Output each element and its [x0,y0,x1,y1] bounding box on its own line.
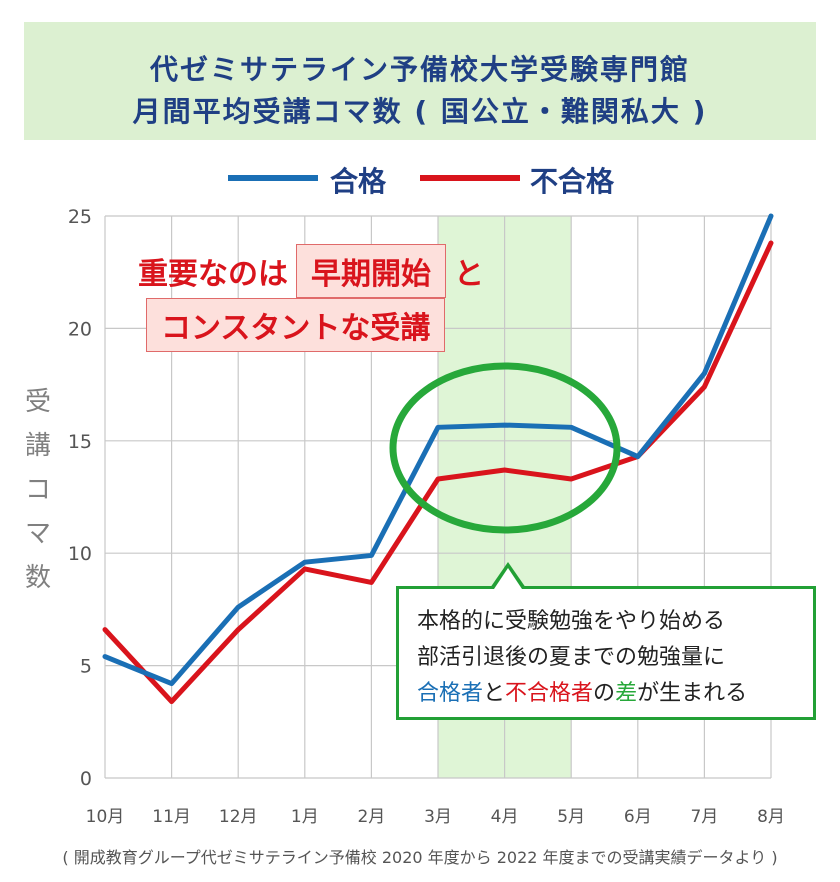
y-tick-label: 5 [80,656,92,678]
y-tick-label: 20 [68,318,92,340]
annotation-pass-term: 合格者 [417,681,484,706]
callout-highlight-constant: コンスタントな受講 [146,298,446,352]
callout-line1: 重要なのは 早期開始と [138,244,484,298]
x-tick-label: 8月 [757,807,785,827]
emphasis-circle [389,362,621,534]
x-tick-label: 2月 [357,807,385,827]
chart-title-line1: 代ゼミサテライン予備校大学受験専門館 [149,53,690,86]
legend-pass-label: 合格 [330,165,387,198]
y-axis-label-char: 受 [24,387,51,417]
y-axis-label: 受 講 コ マ 数 [18,380,58,600]
annotation-pointer-fill [494,568,522,589]
callout-highlight-early-start: 早期開始 [296,244,446,298]
annotation-line2: 部活引退後の夏までの勉強量に [417,645,726,670]
x-tick-label: 1月 [291,807,319,827]
y-tick-label: 10 [68,543,92,565]
x-tick-label: 5月 [557,807,585,827]
annotation-text: が生まれる [637,681,748,706]
x-tick-label: 12月 [219,807,258,827]
y-tick-label: 25 [68,206,92,228]
x-tick-label: 11月 [152,807,191,827]
y-tick-label: 15 [68,431,92,453]
annotation-text: の [593,681,616,706]
y-tick-label: 0 [80,768,92,790]
annotation-box: 本格的に受験勉強をやり始める 部活引退後の夏までの勉強量に 合格者と不合格者の差… [396,586,816,720]
annotation-line1: 本格的に受験勉強をやり始める [417,609,726,634]
annotation-text: と [483,681,506,706]
y-axis-label-char: 数 [24,563,51,593]
y-axis-label-char: マ [24,519,51,549]
annotation-line3: 合格者と不合格者の差が生まれる [417,675,747,707]
title-banner: 代ゼミサテライン予備校大学受験専門館 月間平均受講コマ数 ( 国公立・難関私大 … [24,22,816,140]
x-tick-label: 6月 [624,807,652,827]
callout-text-1: 重要なのは [138,257,288,292]
annotation-diff-term: 差 [615,681,638,706]
legend-pass-swatch [228,175,318,181]
legend-fail-label: 不合格 [530,165,615,198]
source-footnote: ( 開成教育グループ代ゼミサテライン予備校 2020 年度から 2022 年度ま… [62,848,778,867]
callout-line2: コンスタントな受講 [146,298,453,352]
chart-title-line2: 月間平均受講コマ数 ( 国公立・難関私大 ) [132,95,708,128]
x-tick-label: 3月 [424,807,452,827]
legend: 合格 不合格 [0,158,840,198]
y-axis-label-char: 講 [24,431,51,461]
x-tick-label: 4月 [491,807,519,827]
y-axis-label-char: コ [24,475,51,505]
legend-fail-swatch [420,175,520,181]
annotation-fail-term: 不合格者 [505,681,594,706]
x-tick-label: 7月 [690,807,718,827]
x-tick-label: 10月 [86,807,125,827]
callout-text-2: と [454,257,484,292]
